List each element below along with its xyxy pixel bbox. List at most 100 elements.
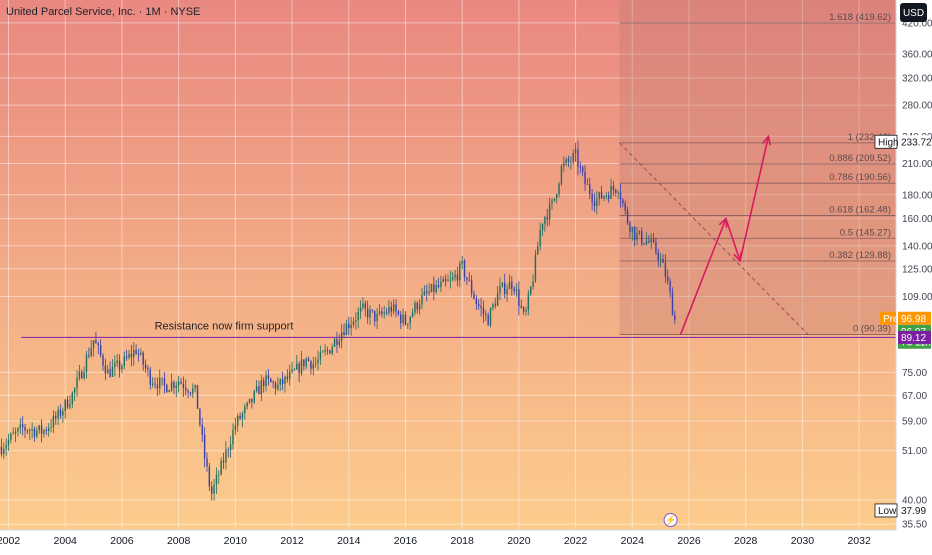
candle-body xyxy=(615,189,617,193)
candle-body xyxy=(137,353,140,355)
candle-body xyxy=(85,355,88,373)
projection-arrow-1[interactable] xyxy=(679,218,727,335)
candle-body xyxy=(69,404,71,408)
candle-body xyxy=(421,294,423,305)
candle-body xyxy=(196,385,199,409)
time-tick-label: 2028 xyxy=(734,535,758,547)
candle-body xyxy=(650,239,652,243)
candle-body xyxy=(348,323,350,329)
candle-body xyxy=(317,359,319,364)
candle-body xyxy=(667,276,669,281)
pre-market-badge: Pre 96.98 xyxy=(880,311,931,325)
time-tick-label: 2004 xyxy=(54,535,78,547)
fib-level-label: 0.786 (190.56) xyxy=(829,172,891,183)
candle-body xyxy=(624,203,626,211)
candle-body xyxy=(487,315,489,326)
candle-body xyxy=(180,381,182,384)
candle-body xyxy=(513,288,515,292)
candle-body xyxy=(298,363,300,374)
candle-body xyxy=(111,367,114,377)
projection-arrow-2[interactable] xyxy=(725,218,741,262)
candle-body xyxy=(343,332,345,335)
candle-body xyxy=(463,261,466,278)
candle-body xyxy=(664,262,667,277)
candle-body xyxy=(55,415,57,419)
candle-body xyxy=(560,166,563,184)
candle-body xyxy=(47,428,50,432)
candle-body xyxy=(0,446,3,454)
candle-body xyxy=(430,284,433,292)
candle-body xyxy=(303,359,305,367)
candle-body xyxy=(669,280,671,293)
candle-body xyxy=(645,241,648,245)
candle-body xyxy=(78,371,81,379)
candle-body xyxy=(286,376,289,379)
candle-body xyxy=(262,380,265,387)
candle-body xyxy=(76,378,78,389)
candle-body xyxy=(345,323,348,335)
time-axis-ticks: 2002 2004 2006 2008 2010 2012 2014 2016 2018 2020… xyxy=(0,535,871,547)
candle-body xyxy=(3,448,5,454)
candle-body xyxy=(29,430,31,432)
candle-body xyxy=(232,429,234,445)
candle-body xyxy=(586,184,589,185)
candle-body xyxy=(475,298,478,305)
candle-body xyxy=(64,399,66,411)
candle-body xyxy=(506,289,508,295)
candle-body xyxy=(551,200,553,204)
lightning-icon: ⚡ xyxy=(665,514,676,526)
candle-body xyxy=(633,227,636,240)
candle-body xyxy=(629,223,631,232)
candle-body xyxy=(376,313,378,322)
candle-body xyxy=(657,252,660,260)
candle-body xyxy=(529,286,532,295)
candle-body xyxy=(206,458,208,467)
candle-body xyxy=(144,364,147,369)
candle-body xyxy=(5,445,7,449)
candle-body xyxy=(461,261,463,264)
candle-body xyxy=(265,375,267,387)
support-price-badge: 89.12 xyxy=(898,330,931,344)
candle-body xyxy=(572,153,574,162)
candle-body xyxy=(610,186,612,199)
price-axis-panel[interactable] xyxy=(896,0,932,550)
candle-body xyxy=(45,430,48,432)
currency-button[interactable]: USD xyxy=(900,3,927,22)
candle-body xyxy=(229,444,232,451)
fib-level-label: 0.5 (145.27) xyxy=(840,227,891,238)
candle-body xyxy=(452,277,454,280)
candle-body xyxy=(336,339,338,345)
time-axis-panel[interactable] xyxy=(0,530,932,550)
candle-body xyxy=(36,430,38,437)
fib-level-label: 0.618 (162.48) xyxy=(829,205,891,216)
earnings-marker[interactable]: ⚡ xyxy=(663,513,678,527)
candle-body xyxy=(593,201,596,206)
candle-body xyxy=(577,149,579,167)
candle-body xyxy=(128,353,130,358)
candle-body xyxy=(357,311,359,321)
projection-arrows[interactable] xyxy=(679,134,772,335)
candle-body xyxy=(159,377,161,389)
support-annotation[interactable]: Resistance now firm support xyxy=(155,320,294,332)
candle-body xyxy=(548,203,551,220)
candle-body xyxy=(215,475,218,485)
candle-body xyxy=(395,304,397,312)
projection-arrow-3[interactable] xyxy=(739,136,770,261)
candle-body xyxy=(19,424,22,428)
candle-body xyxy=(312,364,315,369)
price-tick-label: 280.00 xyxy=(902,101,932,112)
time-tick-label: 2008 xyxy=(167,535,191,547)
candle-body xyxy=(50,427,52,429)
candle-body xyxy=(605,195,608,197)
fib-level-label: 0.886 (209.52) xyxy=(829,153,891,164)
candle-body xyxy=(546,217,548,220)
trend-diagonal-line[interactable] xyxy=(619,142,809,335)
candle-body xyxy=(97,343,100,346)
time-tick-label: 2030 xyxy=(791,535,815,547)
time-tick-label: 2006 xyxy=(110,535,134,547)
candle-body xyxy=(7,439,10,446)
candle-body xyxy=(385,312,388,314)
candle-body xyxy=(537,246,539,255)
